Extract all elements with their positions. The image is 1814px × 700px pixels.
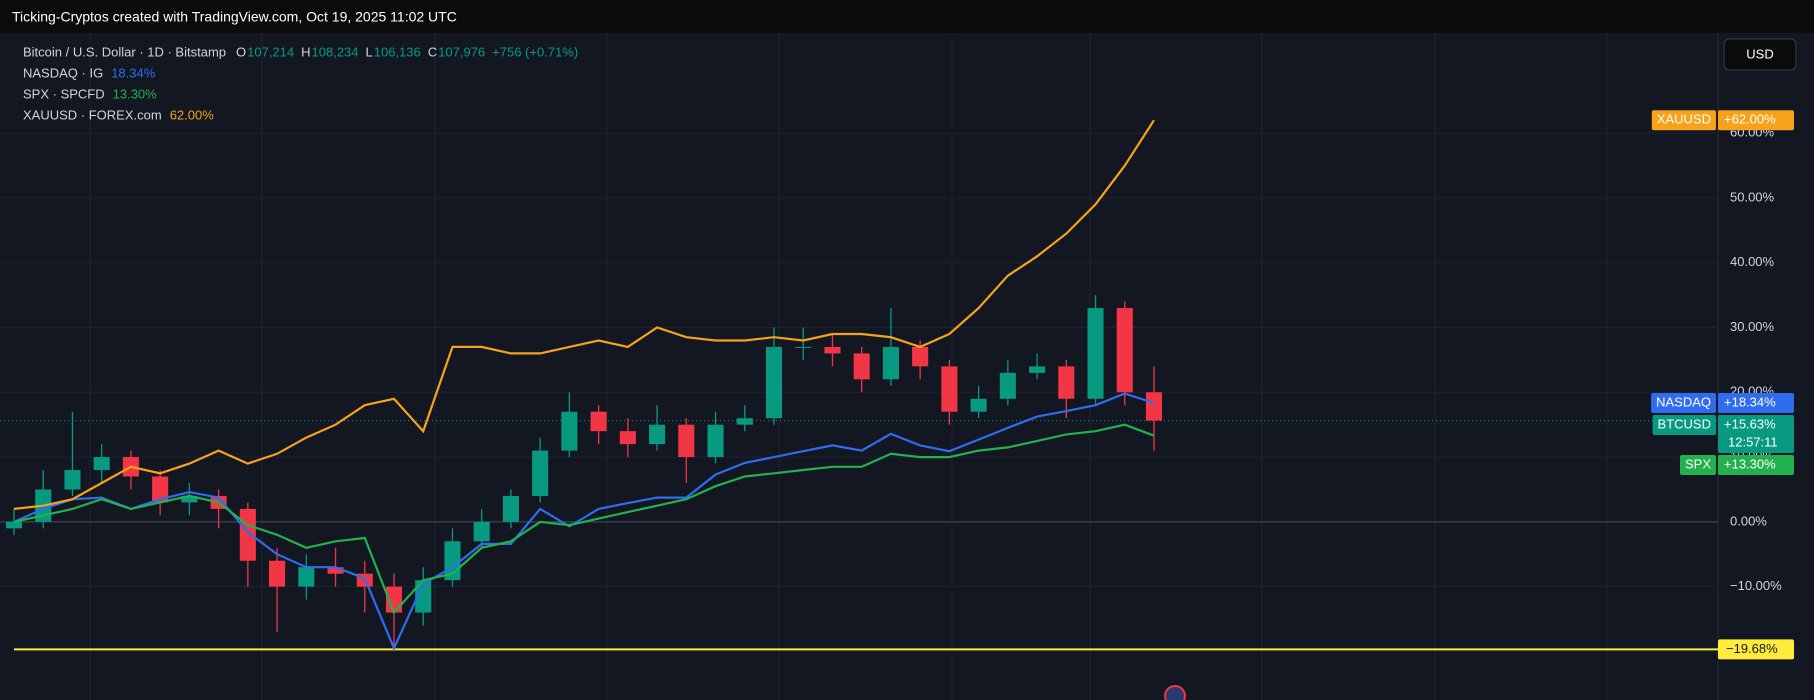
badge-name: NASDAQ xyxy=(1656,394,1711,409)
hline-badge-bg xyxy=(1718,639,1794,660)
candle-body xyxy=(152,476,169,503)
candle-body xyxy=(532,450,549,496)
ohlc-label: C xyxy=(428,44,437,59)
badge-value-bg xyxy=(1718,110,1794,131)
price-badge: SPX +13.30% xyxy=(1679,455,1794,476)
ohlc-label: L xyxy=(366,44,373,59)
badge-name-bg xyxy=(1651,393,1716,414)
candle-body xyxy=(824,346,841,354)
candle-body xyxy=(707,424,724,458)
candle-body xyxy=(269,560,286,587)
candle-body xyxy=(64,470,81,490)
candle-body xyxy=(1058,366,1075,399)
badge-value-bg xyxy=(1718,455,1794,476)
candle-body xyxy=(5,521,23,529)
price-badge: XAUUSD +62.00% xyxy=(1651,110,1794,131)
candle-body xyxy=(327,567,344,574)
candle-body xyxy=(561,411,578,451)
badge-countdown: 12:57:11 xyxy=(1728,434,1778,449)
badge-value-bg xyxy=(1718,415,1794,454)
legend-name: NASDAQ · IG xyxy=(23,65,103,80)
y-tick-label: 30.00% xyxy=(1730,319,1775,334)
candle-body xyxy=(502,495,519,522)
event-icon[interactable] xyxy=(1164,685,1186,700)
badge-value: +62.00% xyxy=(1724,112,1776,127)
candle-body xyxy=(941,366,958,412)
candle-body xyxy=(298,567,315,587)
series-line xyxy=(13,119,1155,510)
ohlc-value: 106,136 xyxy=(374,44,421,59)
badge-name: BTCUSD xyxy=(1658,416,1711,431)
candle-body xyxy=(912,346,929,367)
hline-badge: −19.68% xyxy=(1726,641,1778,656)
series-line xyxy=(13,392,1155,651)
candle-body xyxy=(999,372,1016,399)
candle-body xyxy=(795,346,812,348)
badge-name-bg xyxy=(1651,110,1716,131)
currency-label: USD xyxy=(1746,46,1773,61)
badge-value: +13.30% xyxy=(1724,456,1776,471)
candle-body xyxy=(736,418,753,425)
ohlc-label: H xyxy=(301,44,310,59)
badge-name: SPX xyxy=(1685,456,1711,471)
badge-value-bg xyxy=(1718,393,1794,414)
y-tick-label: 40.00% xyxy=(1730,254,1775,269)
header-title: Ticking-Cryptos created with TradingView… xyxy=(12,9,457,25)
legend-value: 62.00% xyxy=(170,107,215,122)
candle-body xyxy=(1087,308,1104,399)
candle-body xyxy=(93,457,110,471)
currency-button[interactable] xyxy=(1723,38,1797,71)
y-tick-label: 50.00% xyxy=(1730,189,1775,204)
y-tick-label: −10.00% xyxy=(1730,578,1782,593)
candle-body xyxy=(473,521,490,542)
badge-name-bg xyxy=(1679,455,1716,476)
series-line xyxy=(13,423,1155,615)
ohlc-value: 108,234 xyxy=(312,44,359,59)
candle-body xyxy=(181,495,198,503)
candle-body xyxy=(970,398,987,412)
badge-value: +15.63% xyxy=(1724,416,1776,431)
vertical-grid xyxy=(89,33,1608,700)
candle-body xyxy=(590,411,607,432)
candle-body xyxy=(678,424,695,458)
badge-value: +18.34% xyxy=(1724,394,1776,409)
legend-main: Bitcoin / U.S. Dollar · 1D · Bitstamp xyxy=(23,44,226,59)
candle-body xyxy=(1145,392,1163,421)
candle-body xyxy=(649,424,666,445)
ohlc-value: 107,976 xyxy=(438,44,485,59)
header-bar xyxy=(0,0,1814,33)
badge-name: XAUUSD xyxy=(1657,112,1711,127)
candle-body xyxy=(415,580,432,613)
legend-name: XAUUSD · FOREX.com xyxy=(23,107,162,122)
candle-body xyxy=(239,508,256,561)
candle-body xyxy=(882,346,899,380)
candle-body xyxy=(1029,366,1046,373)
legend-value: 13.30% xyxy=(113,86,158,101)
badge-name-bg xyxy=(1652,415,1716,436)
ohlc-change: +756 (+0.71%) xyxy=(492,44,578,59)
legend-name: SPX · SPCFD xyxy=(23,86,105,101)
y-tick-label: 0.00% xyxy=(1730,513,1767,528)
price-badge: NASDAQ +18.34% xyxy=(1651,393,1794,414)
ohlc-label: O xyxy=(236,44,246,59)
candle-body xyxy=(1116,308,1133,393)
price-badge: BTCUSD +15.63% 12:57:11 xyxy=(1652,415,1794,454)
candle-body xyxy=(765,346,783,419)
legend-value: 18.34% xyxy=(111,65,156,80)
candle-body xyxy=(385,586,403,613)
candle-body xyxy=(853,353,870,380)
candle-body xyxy=(619,431,636,445)
ohlc-value: 107,214 xyxy=(247,44,294,59)
